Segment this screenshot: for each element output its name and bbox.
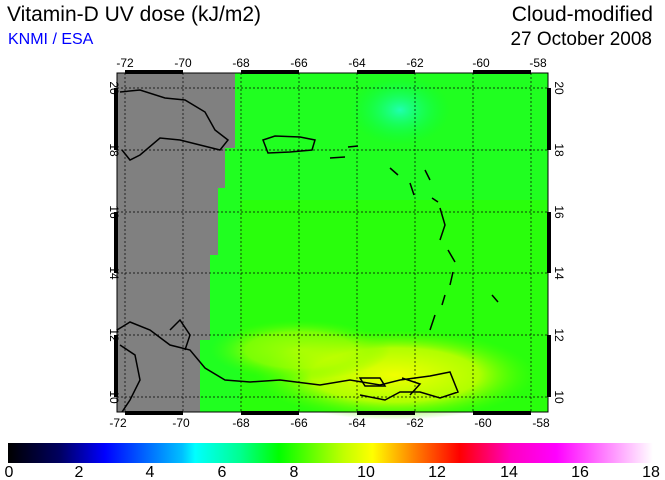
lon-tick-top: -68 — [232, 56, 250, 70]
lon-tick-top: -70 — [174, 56, 192, 70]
lat-tick-left: 16 — [107, 205, 121, 219]
map-date: 27 October 2008 — [510, 29, 652, 50]
lon-tick-top: -62 — [406, 56, 424, 70]
lat-tick-right: 16 — [552, 205, 566, 219]
lat-tick-left: 14 — [107, 266, 121, 280]
graticule — [117, 73, 548, 412]
lon-tick-bottom: -66 — [290, 416, 308, 430]
lon-tick-bottom: -58 — [532, 416, 550, 430]
lat-tick-right: 18 — [552, 143, 566, 157]
credit-label: KNMI / ESA — [8, 31, 94, 48]
lon-tick-bottom: -62 — [406, 416, 424, 430]
colorbar-label: 16 — [571, 464, 589, 480]
lat-tick-right: 10 — [552, 390, 566, 404]
lat-tick-right: 14 — [552, 266, 566, 280]
colorbar-label: 14 — [500, 464, 518, 480]
map-title: Vitamin-D UV dose (kJ/m2) — [7, 3, 262, 26]
colorbar-label: 8 — [290, 464, 299, 480]
lon-tick-bottom: -72 — [109, 416, 127, 430]
lon-tick-top: -58 — [529, 56, 547, 70]
lat-tick-left: 10 — [107, 390, 121, 404]
lon-tick-top: -60 — [472, 56, 490, 70]
lon-tick-bottom: -70 — [172, 416, 190, 430]
lon-tick-bottom: -64 — [348, 416, 366, 430]
colorbar-label: 0 — [5, 464, 14, 480]
colorbar-label: 10 — [357, 464, 375, 480]
colorbar-label: 12 — [428, 464, 446, 480]
colorbar-label: 18 — [642, 464, 660, 480]
lon-tick-bottom: -68 — [232, 416, 250, 430]
map-subtitle: Cloud-modified — [511, 3, 653, 26]
lat-tick-left: 20 — [107, 81, 121, 95]
map-frame — [114, 70, 551, 415]
land-mask — [117, 73, 235, 412]
colorbar — [8, 443, 653, 463]
coastlines — [116, 89, 499, 413]
map-field — [117, 73, 548, 420]
colorbar-label: 4 — [146, 464, 155, 480]
lat-tick-right: 12 — [552, 328, 566, 342]
colorbar-label: 6 — [218, 464, 227, 480]
lon-tick-top: -64 — [348, 56, 366, 70]
lat-tick-left: 18 — [107, 143, 121, 157]
lon-tick-top: -72 — [116, 56, 134, 70]
lon-tick-bottom: -60 — [474, 416, 492, 430]
lat-tick-right: 20 — [552, 81, 566, 95]
lat-tick-left: 12 — [107, 328, 121, 342]
lon-tick-top: -66 — [290, 56, 308, 70]
colorbar-label: 2 — [75, 464, 84, 480]
